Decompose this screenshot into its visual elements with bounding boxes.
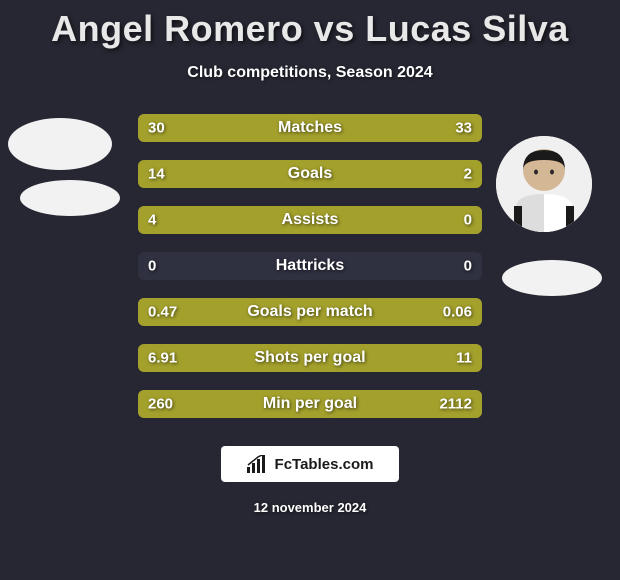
stat-bar-left-segment [138, 160, 439, 188]
player-right-avatar [496, 136, 592, 232]
player-left-club-badge [20, 180, 120, 216]
stat-bar-left-segment [138, 344, 271, 372]
player-right-club-badge [502, 260, 602, 296]
comparison-area: Matches3033 Goals142 Assists40 Hattricks0 0 G… [0, 114, 620, 418]
stat-bar-right-value: 0 [464, 258, 472, 275]
brand-name: FcTables.com [275, 456, 374, 473]
stat-bar-left-segment [138, 114, 302, 142]
stat-bar-row: Goals per match0.470.06 [138, 298, 482, 326]
stat-bar-left-value: 0 [148, 258, 156, 275]
stat-bar-label: Hattricks [138, 257, 482, 275]
page-title: Angel Romero vs Lucas Silva [0, 0, 620, 50]
stat-bar-right-segment [443, 298, 482, 326]
page-subtitle: Club competitions, Season 2024 [0, 64, 620, 82]
stat-bar-row: Shots per goal6.9111 [138, 344, 482, 372]
stat-bar-right-segment [176, 390, 482, 418]
stat-bar-row: Min per goal2602112 [138, 390, 482, 418]
stat-bar-row: Assists40 [138, 206, 482, 234]
stat-bar-row: Matches3033 [138, 114, 482, 142]
footer-date: 12 november 2024 [0, 500, 620, 515]
stat-bar-left-segment [138, 206, 482, 234]
stat-bar-right-segment [271, 344, 482, 372]
stat-bar-right-segment [439, 160, 482, 188]
stat-bar-right-segment [302, 114, 482, 142]
player-left-avatar [8, 118, 112, 170]
stat-bar-left-segment [138, 390, 176, 418]
brand-logo: FcTables.com [221, 446, 399, 482]
stat-bar-row: Hattricks0 0 [138, 252, 482, 280]
bar-chart-icon [247, 455, 269, 473]
stat-bars-container: Matches3033 Goals142 Assists40 Hattricks0 0 G… [138, 114, 482, 418]
stat-bar-row: Goals142 [138, 160, 482, 188]
stat-bar-left-segment [138, 298, 443, 326]
